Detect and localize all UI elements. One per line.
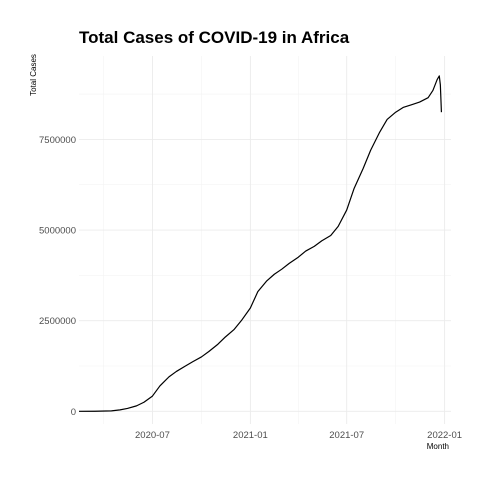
y-tick-label: 5000000 [39,226,76,237]
major-gridlines [79,56,451,424]
x-tick-label: 2021-07 [329,430,364,441]
minor-gridlines [79,56,451,424]
y-axis-title: Total Cases [29,54,38,96]
series-line [78,75,443,412]
x-axis-title: Month [427,442,449,451]
x-tick-label: 2021-01 [233,430,268,441]
y-tick-labels: 0 2500000 5000000 7500000 [39,135,76,418]
series-layer [78,75,443,412]
chart-title: Total Cases of COVID-19 in Africa [79,28,350,47]
x-tick-label: 2022-01 [427,430,462,441]
y-tick-label: 7500000 [39,135,76,146]
y-tick-label: 0 [71,407,76,418]
y-tick-label: 2500000 [39,316,76,327]
x-tick-label: 2020-07 [135,430,170,441]
x-tick-labels: 2020-07 2021-01 2021-07 2022-01 [135,430,462,441]
